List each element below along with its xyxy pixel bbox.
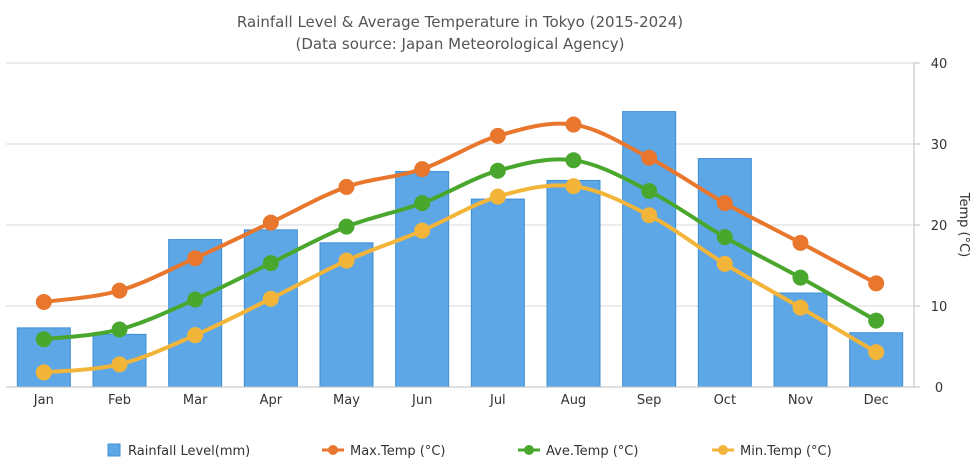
data-point [262,255,279,272]
x-tick-label: Jan [33,393,54,408]
y-tick-label: 30 [931,138,948,153]
axes: 0 10 20 30 40 Jan Feb Mar Apr May Jun Jul Aug Sep Oct N… [6,57,947,408]
data-point [641,182,658,199]
legend-label: Min.Temp (°C) [740,444,832,459]
data-point [111,282,128,299]
x-tick-label: Apr [260,393,283,408]
x-tick-label: Mar [183,393,208,408]
data-point [35,293,52,310]
data-point [262,290,279,307]
x-tick-label: Jul [489,393,506,408]
data-point [187,250,204,267]
x-tick-label: Jun [411,393,432,408]
data-point [641,207,658,224]
data-point [414,222,431,239]
x-tick-label: Aug [561,393,586,408]
legend-item: Rainfall Level(mm) [107,443,250,459]
data-point [111,356,128,373]
data-point [414,161,431,178]
line-series-group [35,116,885,381]
x-tick-label: Nov [788,393,814,408]
y-tick-label: 20 [931,219,948,234]
legend-item: Max.Temp (°C) [322,444,446,459]
legend-item: Min.Temp (°C) [712,444,832,459]
right-axis-label: Temp (°C) [956,192,971,258]
data-point [111,321,128,338]
legend-item: Ave.Temp (°C) [518,444,638,459]
data-point [868,312,885,329]
x-tick-label: Feb [108,393,131,408]
legend-label: Rainfall Level(mm) [128,444,250,459]
data-point [716,195,733,212]
legend-swatch [107,443,121,457]
data-point [565,178,582,195]
data-point [868,275,885,292]
x-tick-label: Sep [637,393,662,408]
rainfall-bar [546,179,601,388]
data-point [565,116,582,133]
line-series-3 [35,178,885,381]
data-point [262,214,279,231]
data-point [187,291,204,308]
y-tick-label: 0 [935,381,943,396]
x-tick-label: Dec [864,393,889,408]
data-point [792,269,809,286]
data-point [565,152,582,169]
data-point [187,327,204,344]
y-tick-label: 40 [931,57,948,72]
data-point [641,149,658,166]
y-tick-label: 10 [931,300,948,315]
legend-marker [718,445,728,455]
legend: Rainfall Level(mm) Max.Temp (°C) Ave.Temp … [107,443,832,459]
data-point [338,252,355,269]
data-point [35,364,52,381]
data-point [338,218,355,235]
chart-title: Rainfall Level & Average Temperature in … [237,13,683,31]
data-point [792,234,809,251]
data-point [716,255,733,272]
data-point [792,299,809,316]
line-series-1 [35,116,885,310]
legend-marker [328,445,338,455]
rainfall-bar [470,198,525,388]
data-point [716,229,733,246]
data-point [489,188,506,205]
data-point [338,178,355,195]
chart-subtitle: (Data source: Japan Meteorological Agenc… [295,35,624,53]
legend-marker [524,445,534,455]
data-point [489,127,506,144]
data-point [489,162,506,179]
legend-label: Max.Temp (°C) [350,444,446,459]
data-point [35,331,52,348]
line-series-2 [35,152,885,348]
data-point [414,195,431,212]
x-tick-label: May [333,393,360,408]
data-point [868,344,885,361]
x-tick-label: Oct [714,393,736,408]
legend-label: Ave.Temp (°C) [546,444,638,459]
